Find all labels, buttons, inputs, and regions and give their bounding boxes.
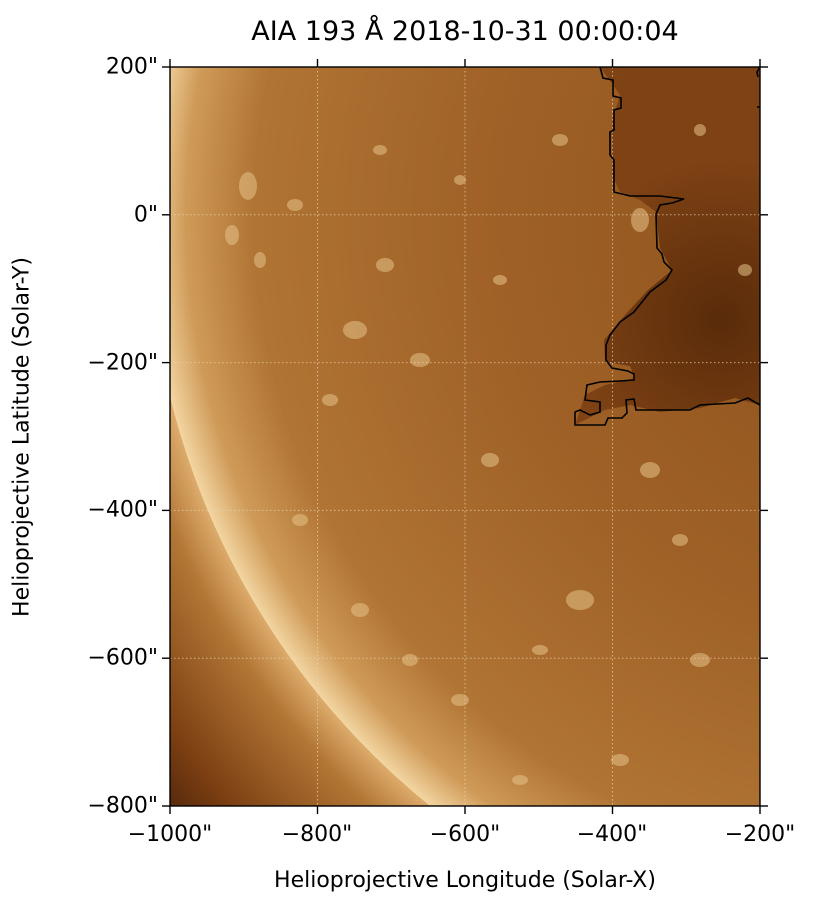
x-tick-label: −400" — [576, 822, 648, 847]
x-tick-label: −1000" — [127, 822, 213, 847]
y-tick-label: −400" — [87, 497, 158, 523]
x-tick-label: −600" — [429, 822, 501, 847]
y-tick-label: 200" — [105, 54, 158, 80]
coronal-hole — [575, 67, 760, 425]
y-axis-label: Helioprojective Latitude (Solar-Y) — [9, 257, 35, 617]
plot-title: AIA 193 Å 2018-10-31 00:00:04 — [251, 16, 679, 47]
x-axis-label: Helioprojective Longitude (Solar-X) — [274, 868, 656, 893]
y-tick-label: −600" — [87, 645, 158, 671]
y-tick-label: −800" — [87, 793, 158, 819]
x-tick-label: −800" — [281, 822, 353, 847]
x-tick-label: −200" — [724, 822, 796, 847]
contour-fragment-2 — [756, 67, 760, 78]
y-tick-label: 0" — [133, 202, 158, 228]
image-area — [170, 67, 760, 806]
coronal-hole-contour — [574, 67, 760, 426]
y-tick-label: −200" — [87, 350, 158, 376]
bright-features — [225, 124, 752, 785]
axis-ticks — [162, 59, 768, 814]
